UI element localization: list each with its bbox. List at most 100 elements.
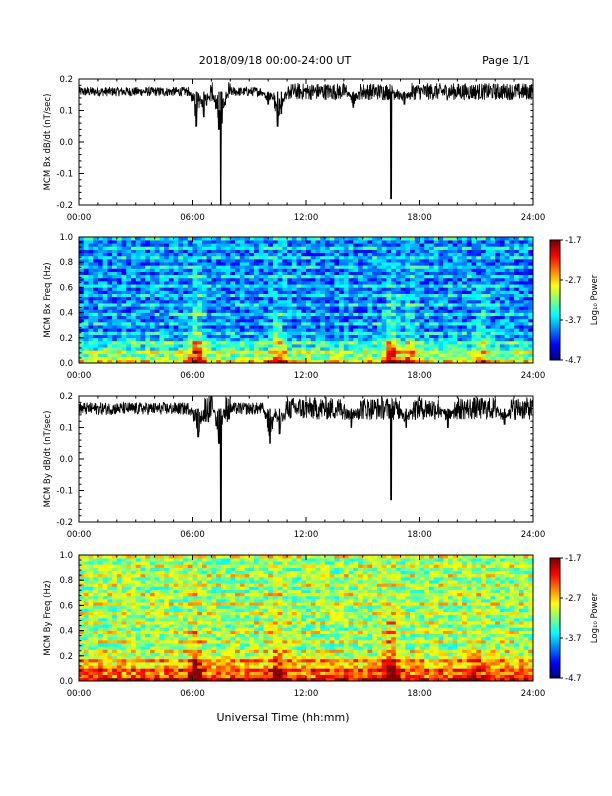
spectrogram-cell [103, 593, 108, 596]
spectrogram-cell [188, 335, 193, 338]
spectrogram-cell [249, 243, 254, 246]
spectrogram-cell [301, 313, 306, 316]
spectrogram-cell [88, 646, 93, 649]
spectrogram-cell [112, 278, 117, 281]
spectrogram-cell [405, 325, 410, 328]
spectrogram-cell [278, 319, 283, 322]
spectrogram-cell [211, 297, 216, 300]
spectrogram-cell [202, 259, 207, 262]
spectrogram-cell [495, 291, 500, 294]
spectrogram-cell [292, 328, 297, 331]
spectrogram-cell [88, 583, 93, 586]
spectrogram-cell [150, 253, 155, 256]
spectrogram-cell [84, 240, 89, 243]
spectrogram-cell [524, 269, 529, 272]
spectrogram-cell [235, 294, 240, 297]
spectrogram-cell [249, 253, 254, 256]
spectrogram-cell [84, 656, 89, 659]
spectrogram-cell [159, 599, 164, 602]
spectrogram-cell [349, 328, 354, 331]
spectrogram-cell [202, 246, 207, 249]
spectrogram-cell [315, 332, 320, 335]
spectrogram-cell [476, 297, 481, 300]
spectrogram-cell [467, 297, 472, 300]
spectrogram-cell [155, 574, 160, 577]
spectrogram-cell [230, 272, 235, 275]
spectrogram-cell [107, 624, 112, 627]
spectrogram-cell [136, 612, 141, 615]
spectrogram-cell [486, 325, 491, 328]
spectrogram-cell [391, 256, 396, 259]
spectrogram-cell [472, 322, 477, 325]
spectrogram-cell [415, 341, 420, 344]
spectrogram-cell [382, 297, 387, 300]
spectrogram-cell [472, 246, 477, 249]
spectrogram-cell [131, 665, 136, 668]
spectrogram-cell [434, 262, 439, 265]
spectrogram-cell [325, 262, 330, 265]
spectrogram-cell [216, 344, 221, 347]
spectrogram-cell [145, 564, 150, 567]
spectrogram-cell [420, 350, 425, 353]
spectrogram-cell [207, 278, 212, 281]
spectrogram-cell [457, 272, 462, 275]
spectrogram-cell [472, 309, 477, 312]
spectrogram-cell [457, 256, 462, 259]
spectrogram-cell [93, 662, 98, 665]
spectrogram-cell [500, 294, 505, 297]
spectrogram-cell [88, 564, 93, 567]
spectrogram-cell [155, 322, 160, 325]
spectrogram-cell [107, 615, 112, 618]
spectrogram-cell [301, 347, 306, 350]
spectrogram-cell [207, 306, 212, 309]
spectrogram-cell [405, 269, 410, 272]
spectrogram-cell [268, 344, 273, 347]
spectrogram-cell [126, 357, 131, 360]
spectrogram-cell [311, 313, 316, 316]
spectrogram-cell [481, 303, 486, 306]
y-tick-label: 1.0 [59, 233, 73, 243]
spectrogram-cell [320, 284, 325, 287]
spectrogram-cell [103, 309, 108, 312]
spectrogram-cell [202, 332, 207, 335]
spectrogram-cell [353, 278, 358, 281]
spectrogram-cell [98, 237, 103, 240]
spectrogram-cell [159, 587, 164, 590]
spectrogram-cell [164, 253, 169, 256]
spectrogram-cell [98, 328, 103, 331]
spectrogram-cell [164, 297, 169, 300]
spectrogram-cell [472, 253, 477, 256]
spectrogram-cell [103, 357, 108, 360]
spectrogram-cell [107, 574, 112, 577]
spectrogram-cell [174, 284, 179, 287]
spectrogram-cell [519, 253, 524, 256]
spectrogram-cell [330, 253, 335, 256]
spectrogram-cell [372, 250, 377, 253]
spectrogram-cell [401, 265, 406, 268]
spectrogram-cell [112, 596, 117, 599]
spectrogram-cell [297, 344, 302, 347]
spectrogram-cell [301, 265, 306, 268]
spectrogram-cell [240, 319, 245, 322]
spectrogram-cell [230, 300, 235, 303]
spectrogram-cell [245, 316, 250, 319]
spectrogram-cell [211, 256, 216, 259]
spectrogram-cell [230, 328, 235, 331]
spectrogram-cell [88, 558, 93, 561]
spectrogram-cell [278, 281, 283, 284]
spectrogram-cell [268, 246, 273, 249]
spectrogram-cell [112, 587, 117, 590]
spectrogram-cell [344, 357, 349, 360]
spectrogram-cell [211, 309, 216, 312]
spectrogram-cell [150, 571, 155, 574]
spectrogram-cell [216, 272, 221, 275]
spectrogram-cell [462, 275, 467, 278]
spectrogram-cell [505, 246, 510, 249]
spectrogram-cell [391, 309, 396, 312]
spectrogram-cell [386, 319, 391, 322]
spectrogram-cell [278, 297, 283, 300]
spectrogram-cell [174, 243, 179, 246]
spectrogram-cell [150, 262, 155, 265]
spectrogram-cell [178, 303, 183, 306]
spectrogram-cell [93, 246, 98, 249]
